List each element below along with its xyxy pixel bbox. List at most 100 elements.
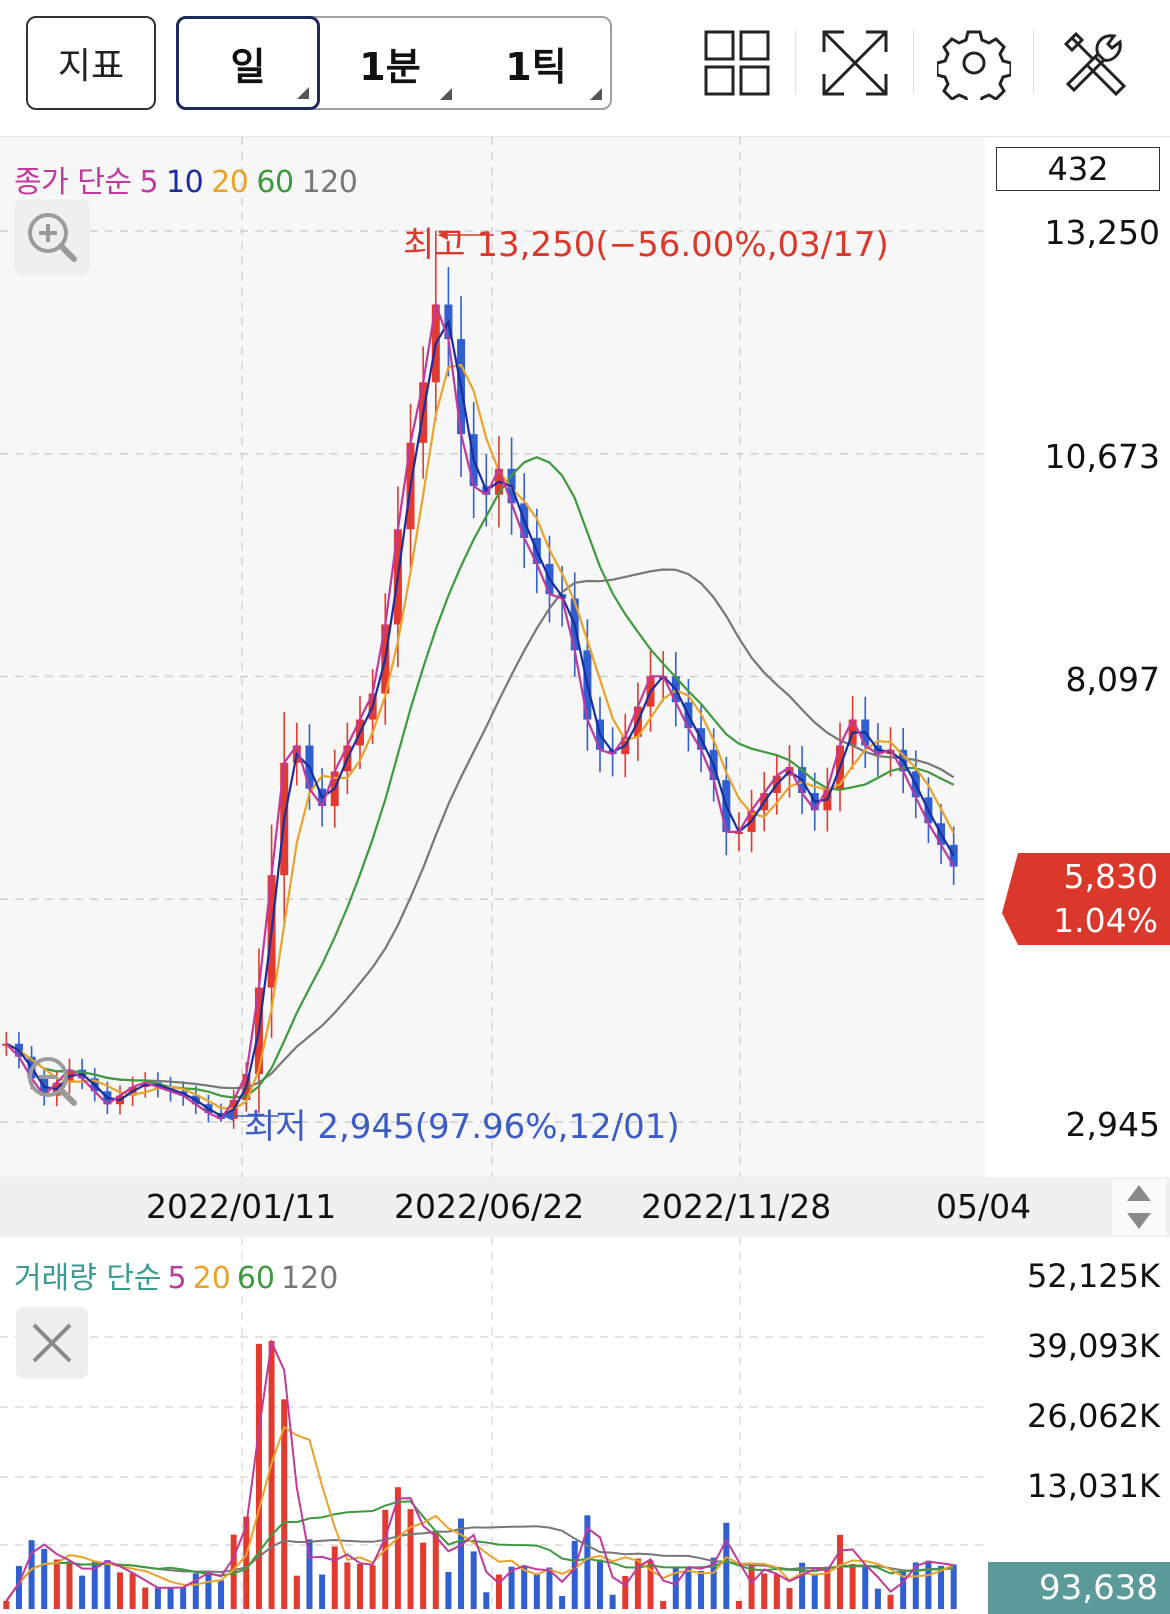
volume-bar bbox=[142, 1587, 149, 1609]
y-tick-label: 2,945 bbox=[1065, 1105, 1160, 1144]
volume-last-badge: 93,638 bbox=[988, 1562, 1170, 1614]
x-tick-label: 2022/11/28 bbox=[641, 1187, 832, 1226]
volume-tick-label: 52,125K bbox=[1027, 1257, 1160, 1295]
price-panel: 종가 단순 5 10 20 60 120 432 13,250 10,673 8,097 … bbox=[0, 137, 1170, 1177]
ma-line-120 bbox=[5, 568, 955, 1090]
volume-bar bbox=[117, 1572, 123, 1609]
volume-bar bbox=[458, 1518, 465, 1609]
chart-toolbar: 지표 일 1분 1틱 bbox=[0, 0, 1170, 137]
vma20-label: 20 bbox=[192, 1261, 231, 1296]
axis-scroll-button[interactable] bbox=[1112, 1179, 1166, 1235]
period-selector: 일 1분 1틱 bbox=[176, 16, 612, 110]
volume-bar bbox=[647, 1560, 654, 1609]
volume-bar bbox=[495, 1574, 502, 1609]
vma5-label: 5 bbox=[167, 1261, 187, 1296]
volume-bar bbox=[306, 1539, 313, 1609]
volume-bar bbox=[192, 1573, 199, 1609]
volume-bar bbox=[104, 1560, 111, 1609]
last-price-badge: 5,830 1.04% bbox=[1000, 853, 1170, 945]
period-1tick[interactable]: 1틱 bbox=[462, 18, 610, 108]
ma-line-60 bbox=[5, 456, 955, 1099]
volume-bar bbox=[748, 1565, 755, 1609]
price-axis-area bbox=[985, 137, 1170, 1177]
volume-bar bbox=[609, 1594, 616, 1609]
volume-bar bbox=[938, 1565, 945, 1609]
toolbar-divider bbox=[795, 30, 796, 94]
price-plot-area[interactable] bbox=[0, 137, 985, 1177]
volume-bar bbox=[129, 1573, 136, 1609]
volume-bar bbox=[293, 1575, 300, 1609]
volume-bar bbox=[723, 1522, 730, 1609]
volume-tick-label: 39,093K bbox=[1027, 1327, 1160, 1365]
volume-last-value: 93,638 bbox=[1039, 1568, 1158, 1608]
volume-bar bbox=[243, 1516, 250, 1609]
volume-chart-svg bbox=[0, 1237, 985, 1614]
volume-bar bbox=[230, 1534, 237, 1609]
tools-icon[interactable] bbox=[1058, 26, 1132, 100]
layout-grid-icon[interactable] bbox=[700, 26, 774, 100]
last-price-badge-shape bbox=[1002, 853, 1170, 945]
indicator-button[interactable]: 지표 bbox=[26, 16, 156, 110]
volume-bar bbox=[218, 1580, 225, 1609]
volume-bar bbox=[786, 1588, 793, 1609]
last-price-change: 1.04% bbox=[1053, 901, 1158, 940]
vma120-label: 120 bbox=[281, 1261, 339, 1296]
volume-bar bbox=[28, 1540, 35, 1609]
volume-bar bbox=[950, 1564, 957, 1609]
gear-icon[interactable] bbox=[937, 26, 1011, 100]
ma120-label: 120 bbox=[301, 165, 358, 200]
volume-bar bbox=[79, 1575, 86, 1609]
y-tick-label: 10,673 bbox=[1044, 437, 1160, 476]
volume-bar bbox=[255, 1343, 262, 1609]
volume-bar bbox=[584, 1515, 591, 1609]
volume-bar bbox=[912, 1562, 919, 1609]
dropdown-corner-icon bbox=[440, 88, 452, 100]
candle-count-value: 432 bbox=[1047, 150, 1109, 188]
x-axis[interactable]: 2022/01/11 2022/06/22 2022/11/28 05/04 bbox=[0, 1177, 1170, 1237]
volume-bar bbox=[672, 1567, 679, 1609]
volume-bar bbox=[685, 1566, 692, 1609]
volume-bar bbox=[811, 1574, 818, 1609]
volume-bar bbox=[154, 1587, 161, 1609]
volume-bar bbox=[533, 1573, 540, 1609]
zoom-in-icon bbox=[28, 213, 77, 262]
volume-bar bbox=[887, 1594, 894, 1609]
volume-bar bbox=[382, 1509, 389, 1609]
volume-bar bbox=[622, 1576, 629, 1609]
high-annotation: 최고 13,250(−56.00%,03/17) bbox=[403, 225, 889, 265]
volume-bar bbox=[508, 1566, 515, 1609]
volume-bar bbox=[167, 1587, 174, 1609]
zoom-in-button[interactable] bbox=[14, 199, 90, 275]
volume-bar bbox=[53, 1559, 60, 1609]
period-1min[interactable]: 1분 bbox=[320, 18, 460, 108]
volume-bar bbox=[432, 1530, 439, 1609]
volume-bar bbox=[420, 1542, 427, 1609]
up-down-arrow-icon bbox=[1127, 1185, 1151, 1229]
ma-line-10 bbox=[5, 318, 955, 1118]
dropdown-corner-icon bbox=[590, 88, 602, 100]
period-daily-label: 일 bbox=[230, 44, 266, 89]
close-volume-button[interactable] bbox=[16, 1307, 88, 1379]
volume-panel: 거래량 단순 5 20 60 120 52,125K 39,093K 26,062K 1… bbox=[0, 1237, 1170, 1614]
volume-bar bbox=[445, 1571, 452, 1609]
volume-bar bbox=[66, 1561, 73, 1609]
volume-bar bbox=[205, 1572, 212, 1609]
volume-bar bbox=[483, 1592, 490, 1609]
volume-bar bbox=[91, 1561, 98, 1609]
volume-bar bbox=[407, 1509, 414, 1609]
dropdown-corner-icon bbox=[297, 87, 309, 99]
zoom-out-button[interactable] bbox=[14, 1043, 90, 1119]
low-annotation: 최저 2,945(97.96%,12/01) bbox=[244, 1107, 680, 1147]
volume-bar bbox=[268, 1341, 275, 1609]
fullscreen-icon[interactable] bbox=[818, 26, 892, 100]
volume-bar bbox=[571, 1541, 578, 1609]
volume-bar bbox=[281, 1399, 288, 1609]
volume-bar bbox=[660, 1601, 667, 1609]
volume-bar bbox=[369, 1565, 376, 1609]
candle-count-box[interactable]: 432 bbox=[996, 147, 1160, 191]
volume-tick-label: 26,062K bbox=[1027, 1397, 1160, 1435]
volume-bar bbox=[3, 1601, 10, 1609]
period-daily[interactable]: 일 bbox=[176, 16, 320, 110]
volume-ma-line-5 bbox=[5, 1338, 954, 1602]
x-tick-label: 2022/01/11 bbox=[146, 1187, 337, 1226]
